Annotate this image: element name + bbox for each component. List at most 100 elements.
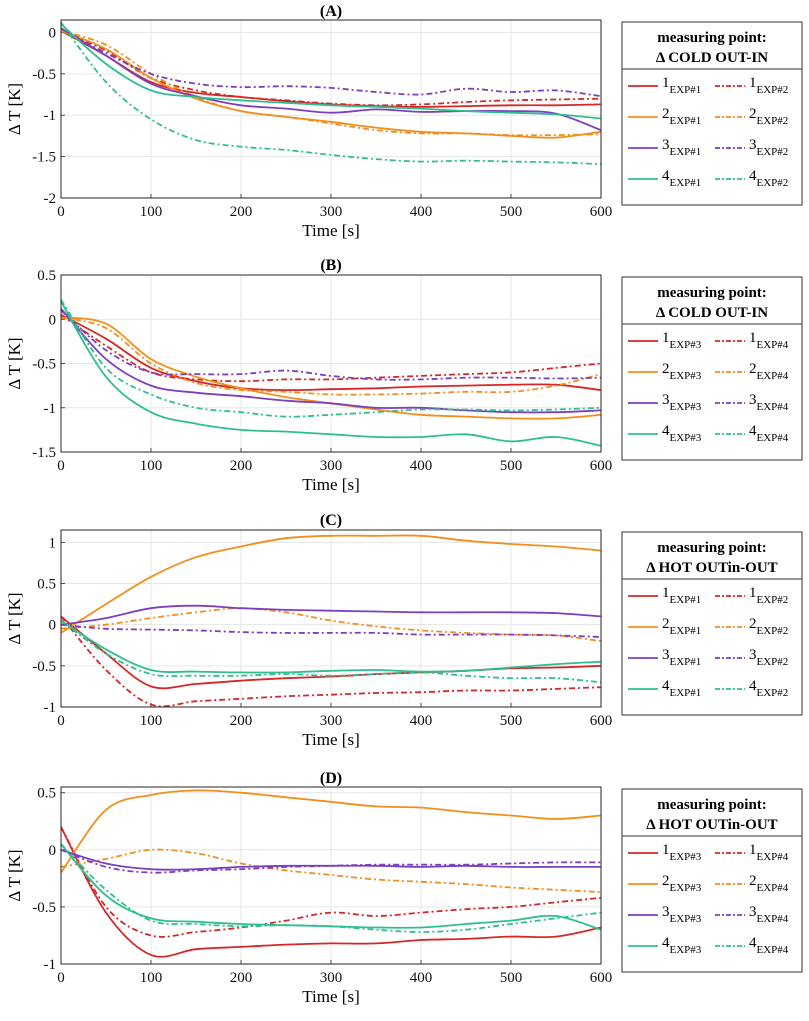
legend-entry-main: 2 (749, 616, 757, 632)
legend-entry-label: 4EXP#2 (749, 678, 788, 699)
legend-entry-label: 2EXP#2 (749, 616, 788, 637)
legend-entry-subscript: EXP#1 (670, 177, 702, 189)
legend-entry-subscript: EXP#1 (670, 115, 702, 127)
x-tick-label: 200 (230, 970, 253, 986)
series-line-2-exp4 (61, 316, 601, 396)
axes-frame (60, 786, 602, 965)
legend-entry-label: 3EXP#3 (662, 904, 702, 925)
legend-entry-label: 3EXP#2 (749, 647, 788, 668)
series-line-2-exp1 (61, 534, 601, 634)
legend-title: measuring point: (657, 540, 767, 556)
x-tick-label: 100 (140, 713, 163, 729)
y-tick-label: -1.5 (32, 445, 56, 461)
y-tick-label: 0.5 (37, 268, 56, 284)
legend-entry-subscript: EXP#3 (670, 913, 702, 925)
legend-entry-label: 1EXP#4 (749, 330, 789, 351)
legend-entry-subscript: EXP#2 (757, 146, 789, 158)
legend-entry-main: 3 (662, 904, 670, 920)
legend-entry-main: 1 (749, 585, 757, 601)
y-tick-label: -0.5 (32, 67, 56, 83)
legend-entry-main: 3 (662, 392, 670, 408)
series-line-3-exp1 (61, 604, 601, 626)
chart-title: (B) (320, 257, 341, 274)
legend-entry-label: 1EXP#3 (662, 842, 702, 863)
y-tick-label: 0 (49, 843, 57, 859)
y-tick-label: -1.5 (32, 150, 56, 166)
x-tick-label: 500 (500, 713, 523, 729)
legend-entry-subscript: EXP#4 (757, 370, 789, 382)
legend-entry-main: 4 (749, 678, 757, 694)
y-tick-label: 0.5 (37, 577, 56, 593)
legend-entry-subscript: EXP#1 (670, 146, 702, 158)
series-line-3-exp3 (61, 848, 601, 871)
legend-entry-subscript: EXP#4 (757, 851, 789, 863)
legend-subtitle: Δ HOT OUTin-OUT (646, 817, 777, 833)
x-tick-label: 0 (57, 713, 65, 729)
legend-entry-subscript: EXP#2 (757, 84, 789, 96)
legend-box (621, 788, 803, 973)
legend-entry-label: 1EXP#3 (662, 330, 702, 351)
series-line-3-exp4 (61, 848, 601, 874)
legend-entry-label: 4EXP#2 (749, 168, 788, 189)
legend-entry-label: 3EXP#1 (662, 647, 701, 668)
x-tick-label: 500 (500, 970, 523, 986)
legend-entry-main: 2 (662, 361, 670, 377)
y-axis-label: Δ T [K] (5, 83, 24, 135)
legend-entry-label: 2EXP#4 (749, 361, 789, 382)
legend-entry-subscript: EXP#4 (757, 944, 789, 956)
y-tick-label: 1 (49, 535, 57, 551)
legend-entry-label: 4EXP#4 (749, 935, 789, 956)
legend-entry-label: 2EXP#1 (662, 106, 701, 127)
legend-entry-main: 1 (662, 75, 670, 91)
series-line-3-exp3 (61, 308, 601, 414)
legend-entry-main: 4 (749, 423, 757, 439)
x-tick-label: 100 (140, 204, 163, 220)
legend-entry-subscript: EXP#2 (757, 177, 789, 189)
legend-entry-subscript: EXP#2 (757, 656, 789, 668)
legend-entry-label: 2EXP#3 (662, 361, 702, 382)
legend-entry-label: 1EXP#1 (662, 75, 701, 96)
y-tick-label: -2 (44, 191, 57, 207)
x-axis-label: Time [s] (302, 221, 359, 240)
axes-frame (60, 274, 602, 453)
chart-panel-c: 0 100 200 300 400 500 600 1 0.5 0 -0.5 -1 (C) Time [s… (5, 512, 803, 749)
x-tick-label: 300 (320, 204, 343, 220)
y-tick-label: 0 (49, 618, 57, 634)
legend-entry-label: 4EXP#3 (662, 423, 702, 444)
x-tick-label: 600 (590, 713, 613, 729)
legend-subtitle: Δ COLD OUT-IN (656, 305, 768, 321)
legend-entry-main: 1 (749, 842, 757, 858)
legend-entry-subscript: EXP#3 (670, 432, 702, 444)
series-line-2-exp3 (61, 789, 601, 874)
x-tick-label: 400 (410, 458, 433, 474)
legend-entry-label: 3EXP#1 (662, 137, 701, 158)
legend-entry-main: 2 (662, 616, 670, 632)
chart-panel-b: 0 100 200 300 400 500 600 0.5 0 -0.5 -1 -1.5 (B) Time… (5, 257, 803, 494)
legend-entry-subscript: EXP#2 (757, 625, 789, 637)
legend-entry-main: 3 (662, 647, 670, 663)
series-line-2-exp1 (61, 29, 601, 139)
x-tick-label: 600 (590, 204, 613, 220)
legend-entry-main: 1 (662, 330, 670, 346)
series-line-4-exp1 (61, 23, 601, 120)
legend-entry-main: 4 (662, 678, 670, 694)
legend-entry-subscript: EXP#2 (757, 687, 789, 699)
series-line-1-exp2 (61, 615, 601, 707)
x-tick-label: 600 (590, 458, 613, 474)
legend-entry-main: 4 (662, 423, 670, 439)
legend-entry-main: 2 (749, 106, 757, 122)
legend-entry-main: 2 (662, 873, 670, 889)
x-tick-label: 100 (140, 458, 163, 474)
y-tick-label: 0.5 (37, 786, 56, 802)
legend-entry-subscript: EXP#3 (670, 882, 702, 894)
legend-title: measuring point: (657, 285, 767, 301)
x-tick-label: 0 (57, 458, 65, 474)
x-tick-label: 200 (230, 713, 253, 729)
legend-entry-label: 4EXP#3 (662, 935, 702, 956)
legend-entry-label: 2EXP#4 (749, 873, 789, 894)
x-tick-label: 400 (410, 204, 433, 220)
legend-entry-main: 4 (749, 168, 757, 184)
x-tick-label: 0 (57, 970, 65, 986)
